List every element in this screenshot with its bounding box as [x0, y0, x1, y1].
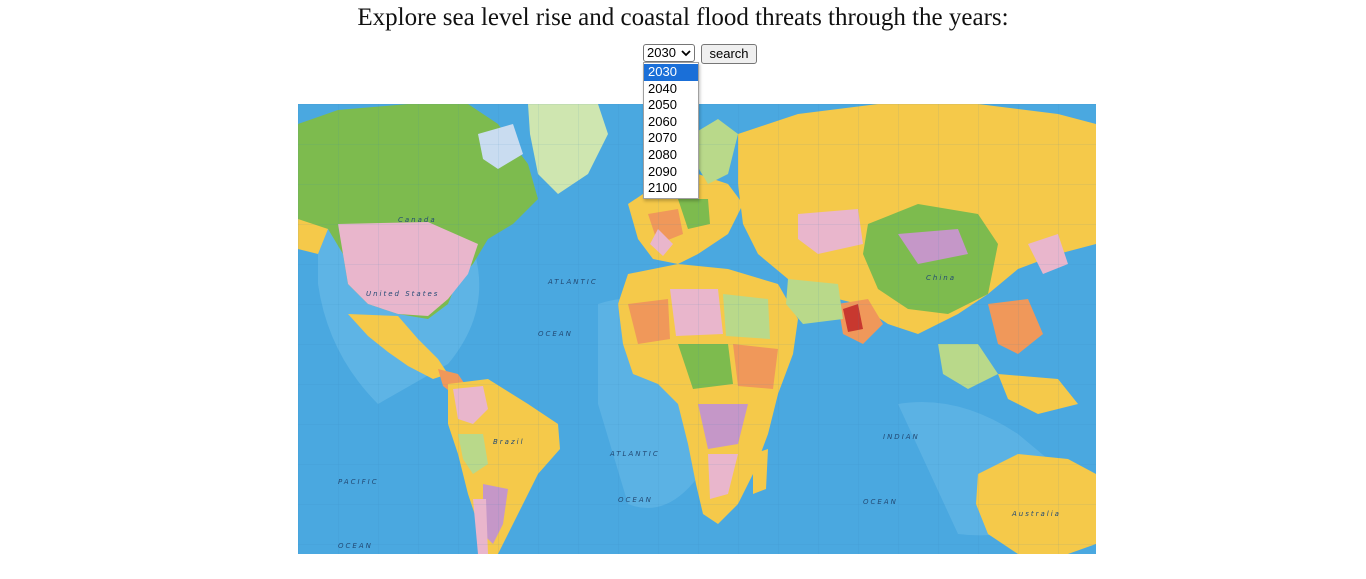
map-labels: ATLANTIC OCEAN ATLANTIC OCEAN PACIFIC OC… [338, 216, 1061, 550]
page-title: Explore sea level rise and coastal flood… [357, 4, 1009, 31]
search-button[interactable]: search [701, 44, 757, 64]
world-map: ATLANTIC OCEAN ATLANTIC OCEAN PACIFIC OC… [298, 104, 1096, 554]
ocean-label: OCEAN [338, 542, 373, 550]
world-map-image: ATLANTIC OCEAN ATLANTIC OCEAN PACIFIC OC… [298, 104, 1096, 554]
country-label: Brazil [493, 438, 525, 446]
year-option-2080[interactable]: 2080 [648, 146, 677, 162]
year-option-2070[interactable]: 2070 [648, 130, 677, 146]
ocean-label: INDIAN [883, 433, 920, 441]
year-select[interactable]: 2030 [643, 44, 695, 62]
chevron-down-icon [681, 50, 691, 57]
country-label: Canada [398, 216, 437, 224]
country-label: Australia [1011, 510, 1061, 518]
year-option-2050[interactable]: 2050 [648, 97, 677, 113]
ocean-label: ATLANTIC [547, 278, 598, 286]
year-select-value: 2030 [647, 45, 676, 60]
year-dropdown-list: 2030 2040 2050 2060 2070 2080 2090 2100 [643, 62, 699, 199]
year-option-2090[interactable]: 2090 [648, 163, 677, 179]
year-option-2100[interactable]: 2100 [648, 180, 677, 196]
country-label: United States [366, 290, 439, 298]
year-option-2060[interactable]: 2060 [648, 113, 677, 129]
ocean-label: ATLANTIC [609, 450, 660, 458]
year-option-2030[interactable]: 2030 [644, 64, 698, 81]
year-option-2040[interactable]: 2040 [648, 80, 677, 96]
ocean-label: OCEAN [618, 496, 653, 504]
ocean-label: PACIFIC [338, 478, 379, 486]
ocean-label: OCEAN [863, 498, 898, 506]
ocean-label: OCEAN [538, 330, 573, 338]
country-label: China [926, 274, 956, 282]
